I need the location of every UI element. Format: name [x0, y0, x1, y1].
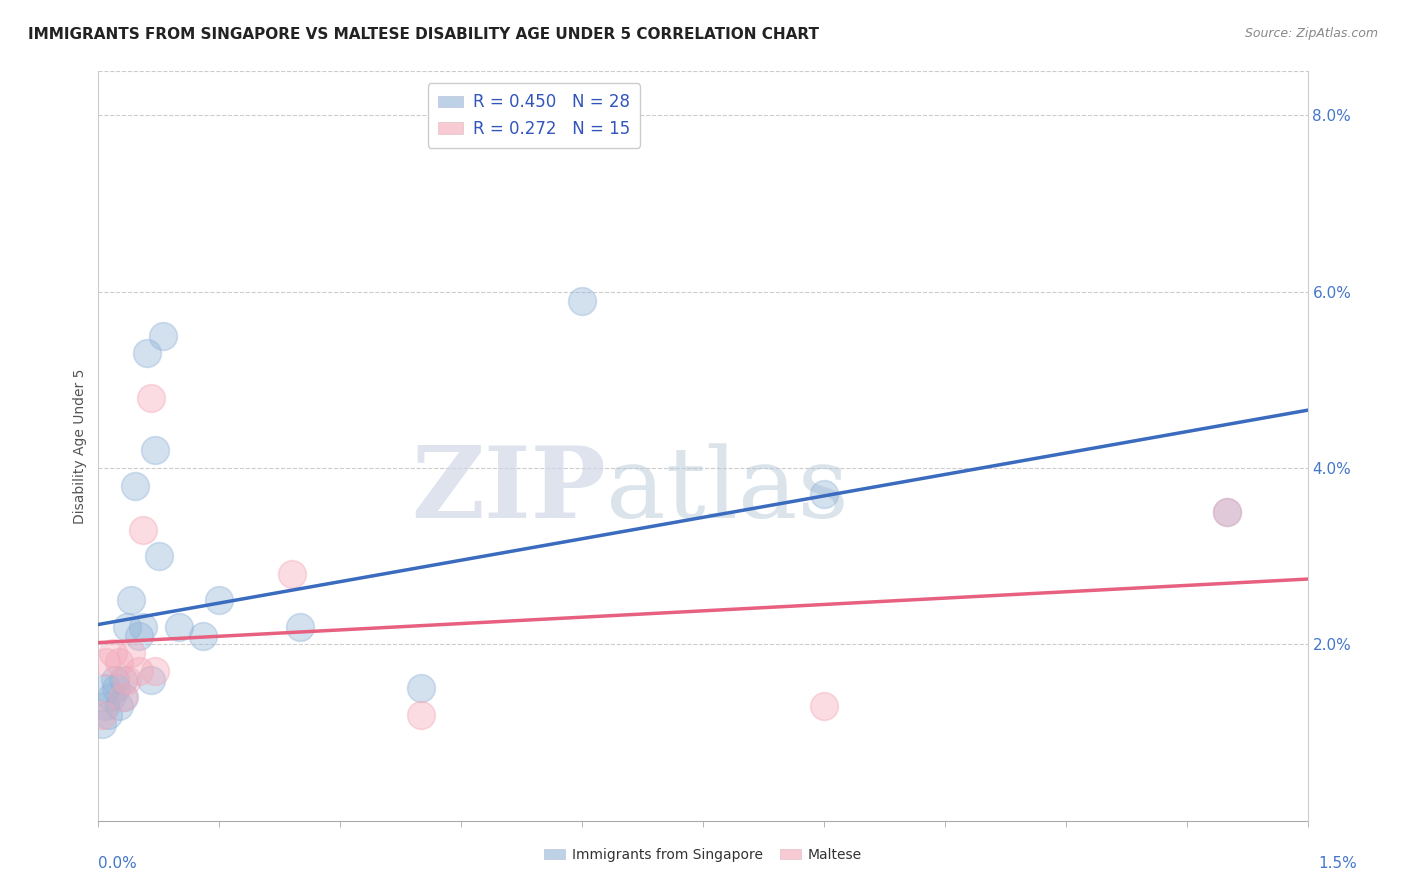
- Point: [1216, 505, 1239, 519]
- Text: ZIP: ZIP: [412, 442, 606, 540]
- Point: [120, 646, 142, 660]
- Point: [409, 681, 432, 696]
- Point: [143, 664, 166, 678]
- Legend: Immigrants from Singapore, Maltese: Immigrants from Singapore, Maltese: [538, 843, 868, 868]
- Point: [143, 443, 166, 458]
- Point: [813, 487, 835, 501]
- Point: [132, 620, 155, 634]
- Point: [208, 593, 231, 607]
- Point: [128, 628, 150, 642]
- Point: [103, 673, 125, 687]
- Point: [193, 628, 215, 642]
- Point: [813, 699, 835, 714]
- Point: [111, 690, 134, 705]
- Point: [128, 664, 150, 678]
- Point: [115, 673, 138, 687]
- Point: [139, 391, 162, 405]
- Point: [152, 328, 174, 343]
- Point: [105, 681, 128, 696]
- Point: [281, 566, 304, 581]
- Point: [132, 523, 155, 537]
- Text: IMMIGRANTS FROM SINGAPORE VS MALTESE DISABILITY AGE UNDER 5 CORRELATION CHART: IMMIGRANTS FROM SINGAPORE VS MALTESE DIS…: [28, 27, 820, 42]
- Text: atlas: atlas: [606, 443, 849, 539]
- Point: [409, 707, 432, 722]
- Point: [107, 699, 129, 714]
- Point: [115, 620, 138, 634]
- Point: [111, 673, 134, 687]
- Point: [288, 620, 311, 634]
- Point: [1216, 505, 1239, 519]
- Point: [120, 593, 142, 607]
- Point: [124, 478, 146, 492]
- Text: Source: ZipAtlas.com: Source: ZipAtlas.com: [1244, 27, 1378, 40]
- Point: [135, 346, 157, 360]
- Point: [97, 707, 120, 722]
- Point: [139, 673, 162, 687]
- Point: [167, 620, 190, 634]
- Point: [94, 699, 117, 714]
- Point: [91, 707, 114, 722]
- Point: [148, 549, 170, 564]
- Point: [96, 655, 118, 669]
- Point: [100, 690, 122, 705]
- Point: [101, 646, 124, 660]
- Point: [571, 293, 593, 308]
- Text: 1.5%: 1.5%: [1317, 856, 1357, 871]
- Text: 0.0%: 0.0%: [98, 856, 138, 871]
- Y-axis label: Disability Age Under 5: Disability Age Under 5: [73, 368, 87, 524]
- Point: [107, 655, 129, 669]
- Point: [112, 690, 135, 705]
- Point: [96, 681, 118, 696]
- Point: [91, 716, 114, 731]
